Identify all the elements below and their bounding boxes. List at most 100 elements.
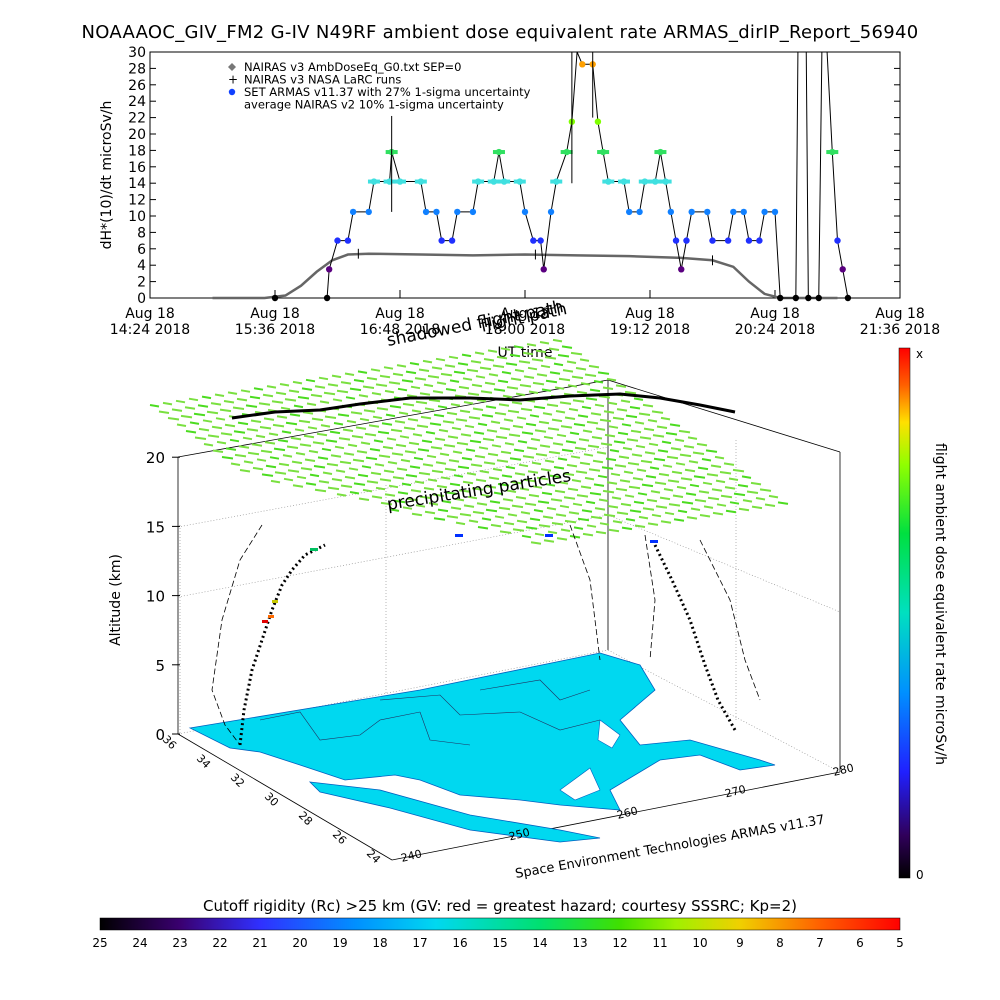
- legend-diamond-symbol: [228, 63, 236, 71]
- particle-streak: [569, 431, 580, 436]
- particle-streak: [389, 508, 400, 512]
- armas-point-bar: [492, 150, 505, 155]
- particle-streak: [559, 401, 572, 405]
- particle-streak: [369, 448, 381, 452]
- particle-streak: [311, 417, 324, 422]
- particle-streak: [234, 453, 247, 458]
- particle-streak: [454, 497, 465, 502]
- particle-streak: [221, 456, 234, 460]
- altitude-tick-label: 15: [146, 518, 165, 536]
- particle-streak: [528, 390, 539, 394]
- particle-streak: [446, 515, 459, 519]
- particle-streak: [202, 419, 213, 423]
- particle-streak: [349, 491, 360, 495]
- precipitating-particles-label: precipitating particles: [386, 466, 573, 515]
- particle-streak: [577, 414, 589, 418]
- particle-streak: [737, 484, 749, 488]
- particle-streak: [278, 462, 290, 467]
- particle-streak: [292, 484, 304, 488]
- particle-streak: [534, 532, 545, 537]
- particle-streak: [180, 414, 193, 419]
- cutoff-tick-label: 20: [292, 936, 307, 950]
- particle-streak: [699, 514, 711, 518]
- particle-streak: [501, 371, 512, 375]
- particle-streak: [492, 467, 503, 472]
- particle-streak: [193, 412, 206, 417]
- particle-streak: [474, 454, 486, 459]
- latitude-tick-label: 24: [364, 847, 383, 866]
- y-tick-label: 12: [128, 193, 146, 209]
- particle-streak: [494, 515, 505, 519]
- particle-streak: [423, 383, 434, 388]
- particle-streak: [508, 433, 521, 437]
- particle-streak: [495, 435, 508, 440]
- particle-streak: [595, 427, 606, 431]
- cutoff-tick-label: 14: [532, 936, 547, 950]
- y-tick-label: 0: [137, 291, 146, 307]
- cutoff-tick-label: 19: [332, 936, 347, 950]
- particle-streak: [189, 421, 200, 425]
- particle-streak: [401, 482, 412, 487]
- particle-streak: [715, 479, 726, 484]
- particle-streak: [349, 387, 362, 392]
- particle-streak: [555, 513, 567, 517]
- armas-point: [271, 294, 279, 302]
- particle-streak: [342, 428, 354, 432]
- particle-streak: [542, 412, 553, 416]
- particle-streak: [480, 493, 491, 498]
- particle-streak: [351, 435, 364, 439]
- particle-streak: [364, 432, 377, 437]
- particle-streak: [487, 349, 498, 353]
- particle-streak: [442, 420, 455, 424]
- particle-streak: [294, 428, 305, 432]
- particle-streak: [733, 492, 746, 497]
- particle-streak: [256, 458, 267, 462]
- particle-streak: [710, 464, 722, 468]
- x-tick-label: 20:24 2018: [735, 322, 815, 338]
- particle-streak: [281, 430, 292, 434]
- particle-streak: [437, 405, 448, 409]
- particle-streak: [515, 496, 527, 500]
- particle-streak: [562, 472, 575, 476]
- particle-streak: [391, 452, 404, 456]
- particle-streak: [620, 399, 631, 403]
- particle-streak: [419, 495, 432, 500]
- particle-streak: [558, 481, 569, 485]
- particle-streak: [499, 427, 511, 431]
- particle-streak: [359, 417, 370, 422]
- x-tick-label: Aug 18: [875, 306, 925, 322]
- particle-streak: [329, 430, 341, 435]
- y-tick-label: 20: [128, 127, 146, 143]
- side-colorbar-top-label: x: [916, 347, 923, 361]
- particle-streak: [419, 392, 431, 396]
- particle-streak: [336, 389, 349, 394]
- particle-streak: [581, 405, 592, 410]
- particle-streak: [320, 424, 331, 428]
- particle-streak: [438, 428, 449, 433]
- particle-streak: [471, 383, 483, 388]
- y-tick-label: 22: [128, 111, 146, 127]
- particle-streak: [533, 509, 544, 513]
- particle-streak: [379, 478, 392, 482]
- particle-streak: [574, 446, 587, 451]
- particle-streak: [416, 424, 429, 428]
- particle-streak: [497, 483, 510, 487]
- particle-streak: [653, 457, 666, 462]
- longitude-tick-label: 260: [616, 804, 640, 822]
- armas-point-bar: [659, 179, 672, 184]
- particle-streak: [661, 440, 672, 445]
- particle-streak: [452, 450, 463, 454]
- particle-streak: [680, 477, 693, 481]
- legend-plus-symbol: +: [228, 73, 238, 87]
- particle-streak: [588, 364, 600, 369]
- particle-streak: [420, 415, 432, 420]
- particle-streak: [662, 464, 673, 468]
- armas-point: [815, 294, 822, 302]
- particle-streak: [596, 451, 607, 455]
- longitude-tick-label: 240: [400, 847, 424, 865]
- particle-streak: [397, 491, 409, 495]
- particle-streak: [689, 483, 700, 488]
- particle-streak: [521, 534, 532, 539]
- particle-streak: [361, 465, 372, 469]
- particle-streak: [547, 427, 560, 431]
